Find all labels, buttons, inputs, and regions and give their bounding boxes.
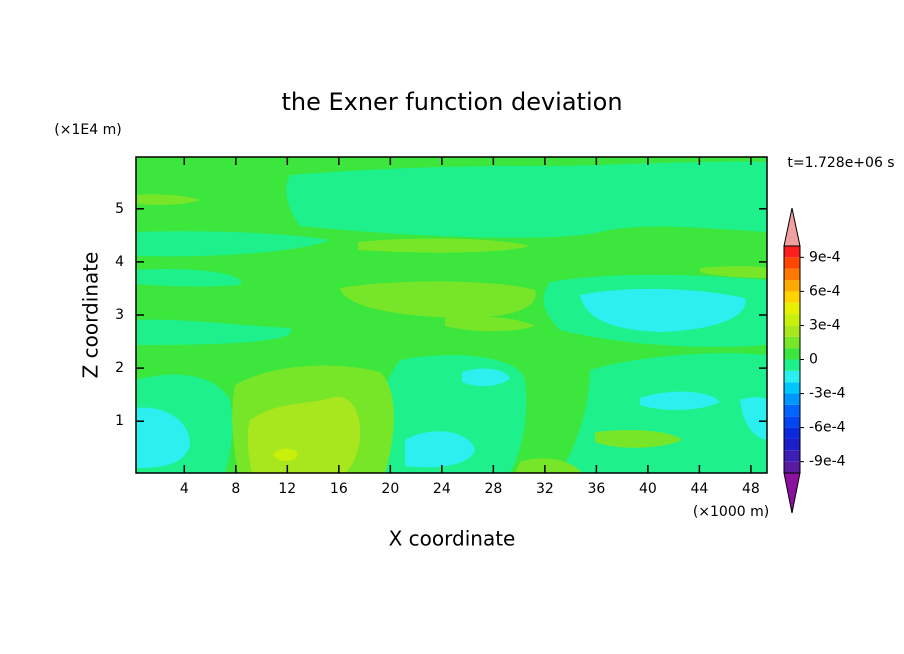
contour-region (136, 407, 190, 468)
colorbar-box (784, 257, 800, 269)
contour-region (405, 431, 475, 468)
colorbar-box (784, 404, 800, 417)
contour-region (136, 194, 200, 205)
y-tick-label: 3 (115, 307, 124, 323)
y-tick-label: 4 (115, 254, 124, 270)
y-tick-label: 2 (115, 360, 124, 376)
colorbar-box (784, 450, 800, 462)
colorbar-box (784, 302, 800, 315)
colorbar-box (784, 325, 800, 337)
x-tick-label: 20 (381, 481, 399, 497)
time-label: t=1.728e+06 s (787, 155, 894, 171)
y-axis-label: Z coordinate (79, 252, 103, 379)
contour-region (273, 448, 298, 461)
x-tick-label: 12 (278, 481, 296, 497)
colorbar-tick-label: 0 (809, 352, 818, 368)
colorbar-box (784, 370, 800, 383)
colorbar-box (784, 291, 800, 303)
y-unit: (×1E4 m) (54, 122, 121, 138)
colorbar-box (784, 438, 800, 451)
x-tick-label: 16 (330, 481, 348, 497)
contour-region (595, 430, 682, 448)
colorbar-box (784, 427, 800, 439)
colorbar-tick-label: -3e-4 (809, 386, 846, 402)
x-tick-label: 32 (536, 481, 554, 497)
contour-region (358, 238, 530, 253)
contour-region (580, 288, 746, 332)
contour-region (560, 353, 767, 473)
colorbar-box (784, 246, 800, 258)
colorbar-box (784, 416, 800, 428)
x-tick-label: 4 (180, 481, 189, 497)
contour-region (136, 319, 292, 345)
colorbar-box (784, 359, 800, 371)
x-tick-label: 48 (742, 481, 760, 497)
contour-region (740, 397, 767, 440)
x-tick-label: 28 (484, 481, 502, 497)
colorbar-tick-label: -6e-4 (809, 420, 846, 436)
axes: 4 8 12 16 20 24 28 32 36 40 44 48123459e-46e-43e-40… (115, 157, 846, 514)
contour-region (445, 316, 535, 332)
colorbar-tick-label: 6e-4 (809, 283, 841, 299)
contour-region (462, 368, 510, 387)
x-tick-label: 24 (433, 481, 451, 497)
x-tick-label: 40 (639, 481, 657, 497)
colorbar-box (784, 268, 800, 281)
chart-title: the Exner function deviation (281, 88, 622, 116)
colorbar-over (783, 207, 801, 247)
x-axis-label: X coordinate (389, 527, 516, 551)
colorbar-box (784, 280, 800, 292)
colorbar-tick-label: -9e-4 (809, 454, 846, 470)
x-tick-label: 8 (231, 481, 240, 497)
colorbar-tick-label: 9e-4 (809, 249, 841, 265)
colorbar-box (784, 461, 800, 473)
contour-field (136, 157, 767, 473)
contour-region (136, 231, 330, 257)
colorbar-tick-label: 3e-4 (809, 317, 841, 333)
x-tick-label: 36 (587, 481, 605, 497)
colorbar-under (783, 472, 801, 514)
contour-region (340, 281, 536, 318)
colorbar-box (784, 382, 800, 394)
contour-region (640, 391, 720, 410)
contour-region (136, 269, 242, 287)
y-tick-label: 1 (115, 413, 124, 429)
y-tick-label: 5 (115, 201, 124, 217)
colorbar-box (784, 393, 800, 405)
x-unit: (×1000 m) (693, 504, 769, 520)
x-tick-label: 44 (690, 481, 708, 497)
colorbar-box (784, 314, 800, 326)
colorbar-box (784, 336, 800, 349)
contour-region (515, 458, 582, 473)
colorbar-box (784, 348, 800, 360)
contour-region (286, 161, 767, 238)
contour-region (700, 266, 767, 278)
